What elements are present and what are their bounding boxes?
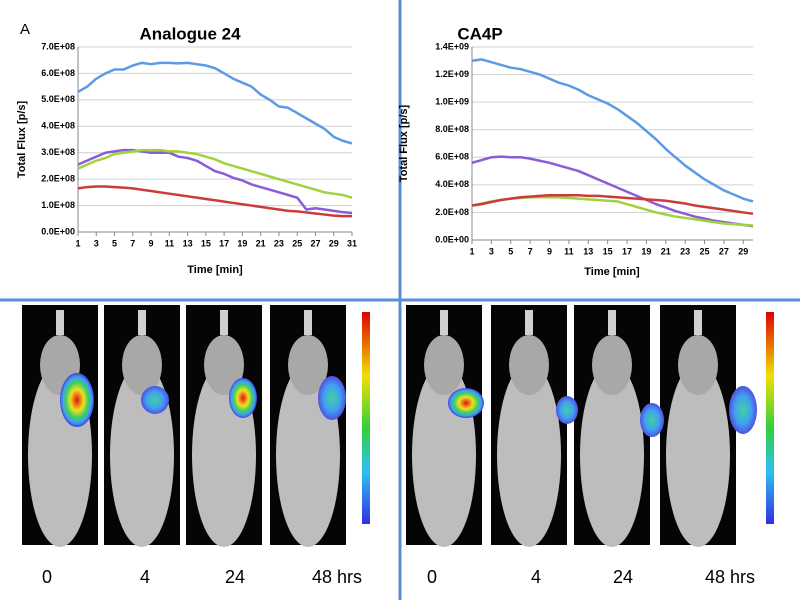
- x-tick-label: 27: [719, 246, 729, 256]
- chart-title: Analogue 24: [139, 24, 241, 43]
- time-label: 48 hrs: [705, 567, 755, 587]
- x-tick-label: 21: [256, 238, 266, 248]
- signal: [318, 376, 346, 420]
- y-tick-label: 4.0E+08: [435, 179, 469, 189]
- signal: [448, 388, 484, 418]
- x-tick-label: 1: [75, 238, 80, 248]
- colorbar: [766, 312, 774, 524]
- x-tick-label: 1: [469, 246, 474, 256]
- x-tick-label: 5: [112, 238, 117, 248]
- signal: [556, 396, 578, 424]
- y-tick-label: 3.0E+08: [41, 147, 75, 157]
- series-line: [77, 148, 353, 215]
- x-tick-label: 11: [165, 238, 175, 248]
- x-tick-label: 15: [603, 246, 613, 256]
- x-tick-label: 25: [700, 246, 710, 256]
- x-tick-label: 19: [641, 246, 651, 256]
- x-tick-label: 21: [661, 246, 671, 256]
- y-tick-label: 0.0E+00: [435, 234, 469, 244]
- signal: [640, 403, 664, 437]
- series-line: [471, 58, 754, 203]
- panel-label: A: [20, 21, 30, 38]
- time-label: 0: [42, 567, 52, 587]
- y-tick-label: 5.0E+08: [41, 94, 75, 104]
- signal: [60, 373, 94, 427]
- x-tick-label: 7: [528, 246, 533, 256]
- y-tick-label: 6.0E+08: [41, 68, 75, 78]
- series-line: [77, 185, 352, 218]
- y-axis-label: Total Flux [p/s]: [398, 104, 410, 182]
- y-tick-label: 1.0E+09: [435, 97, 469, 107]
- series-line: [471, 193, 754, 216]
- x-tick-label: 27: [310, 238, 320, 248]
- x-tick-label: 3: [489, 246, 494, 256]
- y-tick-label: 6.0E+08: [435, 152, 469, 162]
- y-tick-label: 1.0E+08: [41, 200, 75, 210]
- time-label: 48 hrs: [312, 567, 362, 587]
- x-tick-label: 15: [201, 238, 211, 248]
- series-line: [77, 148, 353, 199]
- y-tick-label: 2.0E+08: [435, 207, 469, 217]
- y-tick-label: 1.4E+09: [435, 41, 469, 51]
- x-tick-label: 19: [237, 238, 247, 248]
- y-axis-label: Total Flux [p/s]: [16, 100, 28, 178]
- colorbar: [362, 312, 370, 524]
- time-label: 24: [225, 567, 245, 587]
- x-tick-label: 5: [508, 246, 513, 256]
- x-tick-label: 23: [274, 238, 284, 248]
- x-tick-label: 17: [622, 246, 632, 256]
- y-tick-label: 8.0E+08: [435, 124, 469, 134]
- time-label: 4: [140, 567, 150, 587]
- x-axis-label: Time [min]: [187, 264, 243, 276]
- y-tick-label: 0.0E+00: [41, 226, 75, 236]
- x-tick-label: 7: [130, 238, 135, 248]
- series-line: [471, 155, 754, 228]
- signal: [729, 386, 757, 434]
- x-tick-label: 29: [329, 238, 339, 248]
- chart-title: CA4P: [457, 24, 502, 43]
- images-right: [406, 305, 774, 547]
- images-left: [22, 305, 370, 547]
- signal: [229, 378, 257, 418]
- x-tick-label: 13: [583, 246, 593, 256]
- x-tick-label: 17: [219, 238, 229, 248]
- time-label: 4: [531, 567, 541, 587]
- series-line: [77, 61, 353, 145]
- x-tick-label: 3: [94, 238, 99, 248]
- y-tick-label: 2.0E+08: [41, 174, 75, 184]
- x-tick-label: 29: [738, 246, 748, 256]
- series-line: [471, 196, 754, 227]
- y-tick-label: 1.2E+09: [435, 69, 469, 79]
- signal: [141, 386, 169, 414]
- y-tick-label: 7.0E+08: [41, 41, 75, 51]
- x-axis-label: Time [min]: [584, 266, 640, 278]
- time-label: 24: [613, 567, 633, 587]
- x-tick-label: 13: [183, 238, 193, 248]
- x-tick-label: 25: [292, 238, 302, 248]
- time-label: 0: [427, 567, 437, 587]
- x-tick-label: 9: [547, 246, 552, 256]
- x-tick-label: 23: [680, 246, 690, 256]
- y-tick-label: 4.0E+08: [41, 121, 75, 131]
- x-tick-label: 9: [149, 238, 154, 248]
- x-tick-label: 31: [347, 238, 357, 248]
- x-tick-label: 11: [564, 246, 574, 256]
